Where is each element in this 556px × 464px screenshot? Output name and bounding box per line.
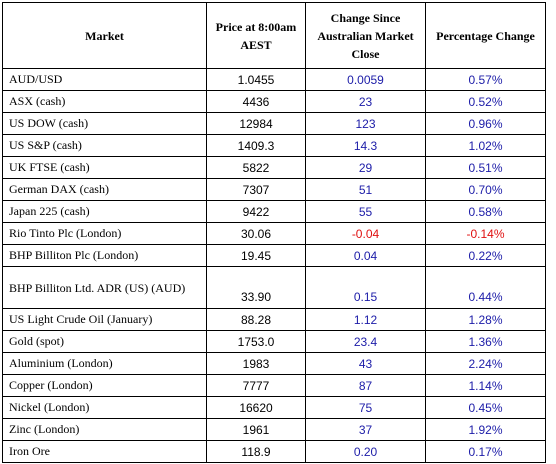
cell-value: 87 (305, 374, 426, 397)
cell-value: 0.17% (425, 440, 546, 463)
cell-value: 23.4 (305, 330, 426, 353)
cell-value: 1.28% (425, 308, 546, 331)
header-cell: Market (2, 2, 207, 69)
cell-value: 1.36% (425, 330, 546, 353)
cell-value: 5822 (206, 156, 306, 179)
table-row: Zinc (London) 1961 37 1.92% (2, 418, 546, 441)
cell-value: 88.28 (206, 308, 306, 331)
cell-value: 1983 (206, 352, 306, 375)
cell-value: 1.02% (425, 134, 546, 157)
table-row: Copper (London) 7777 87 1.14% (2, 374, 546, 397)
header-cell: Price at 8:00am AEST (206, 2, 306, 69)
cell-value: 12984 (206, 112, 306, 135)
table-row: BHP Billiton Plc (London) 19.45 0.04 0.22% (2, 244, 546, 267)
table-row: Nickel (London) 16620 75 0.45% (2, 396, 546, 419)
cell-value: 7777 (206, 374, 306, 397)
market-name: Gold (spot) (2, 330, 207, 353)
cell-value: 14.3 (305, 134, 426, 157)
market-name: US S&P (cash) (2, 134, 207, 157)
cell-value: 1.92% (425, 418, 546, 441)
cell-value: 16620 (206, 396, 306, 419)
cell-value: 0.15 (305, 266, 426, 309)
cell-value: 0.22% (425, 244, 546, 267)
market-name: Zinc (London) (2, 418, 207, 441)
market-name: US Light Crude Oil (January) (2, 308, 207, 331)
cell-value: 0.44% (425, 266, 546, 309)
market-name: Copper (London) (2, 374, 207, 397)
market-name: Aluminium (London) (2, 352, 207, 375)
market-name: ASX (cash) (2, 90, 207, 113)
table-row: ASX (cash) 4436 23 0.52% (2, 90, 546, 113)
header-cell: Percentage Change (425, 2, 546, 69)
cell-value: 43 (305, 352, 426, 375)
cell-value: 33.90 (206, 266, 306, 309)
market-name: BHP Billiton Plc (London) (2, 244, 207, 267)
cell-value: 0.57% (425, 68, 546, 91)
cell-value: 7307 (206, 178, 306, 201)
table-row: US DOW (cash) 12984 123 0.96% (2, 112, 546, 135)
cell-value: 1753.0 (206, 330, 306, 353)
cell-value: 118.9 (206, 440, 306, 463)
table-row: Rio Tinto Plc (London) 30.06 -0.04 -0.14% (2, 222, 546, 245)
cell-value: 55 (305, 200, 426, 223)
cell-value: 1961 (206, 418, 306, 441)
table-row: US Light Crude Oil (January) 88.28 1.12 1.2… (2, 308, 546, 331)
header-cell: Change Since Australian Market Close (305, 2, 426, 69)
cell-value: 0.70% (425, 178, 546, 201)
market-name: German DAX (cash) (2, 178, 207, 201)
cell-value: 0.52% (425, 90, 546, 113)
table-row: UK FTSE (cash) 5822 29 0.51% (2, 156, 546, 179)
table-row: Aluminium (London) 1983 43 2.24% (2, 352, 546, 375)
cell-value: 0.96% (425, 112, 546, 135)
cell-value: 1.12 (305, 308, 426, 331)
cell-value: 4436 (206, 90, 306, 113)
market-name: UK FTSE (cash) (2, 156, 207, 179)
cell-value: 0.0059 (305, 68, 426, 91)
cell-value: 0.04 (305, 244, 426, 267)
market-name: Japan 225 (cash) (2, 200, 207, 223)
market-name: Rio Tinto Plc (London) (2, 222, 207, 245)
table-row: AUD/USD 1.0455 0.0059 0.57% (2, 68, 546, 91)
cell-value: 19.45 (206, 244, 306, 267)
cell-value: 51 (305, 178, 426, 201)
cell-value: 0.20 (305, 440, 426, 463)
table-row: Japan 225 (cash) 9422 55 0.58% (2, 200, 546, 223)
table-row: Gold (spot) 1753.0 23.4 1.36% (2, 330, 546, 353)
cell-value: 23 (305, 90, 426, 113)
cell-value: 1.14% (425, 374, 546, 397)
table-row: German DAX (cash) 7307 51 0.70% (2, 178, 546, 201)
cell-value: 29 (305, 156, 426, 179)
market-table: Market Price at 8:00am AEST Change Since A… (2, 2, 546, 463)
cell-value: 0.45% (425, 396, 546, 419)
cell-value: 37 (305, 418, 426, 441)
cell-value: -0.04 (305, 222, 426, 245)
cell-value: 123 (305, 112, 426, 135)
table-row: BHP Billiton Ltd. ADR (US) (AUD) 33.90 0.1… (2, 266, 546, 309)
cell-value: 1.0455 (206, 68, 306, 91)
cell-value: -0.14% (425, 222, 546, 245)
cell-value: 0.58% (425, 200, 546, 223)
market-name: Iron Ore (2, 440, 207, 463)
cell-value: 1409.3 (206, 134, 306, 157)
table-row: US S&P (cash) 1409.3 14.3 1.02% (2, 134, 546, 157)
cell-value: 2.24% (425, 352, 546, 375)
cell-value: 75 (305, 396, 426, 419)
market-name: US DOW (cash) (2, 112, 207, 135)
table-body: AUD/USD 1.0455 0.0059 0.57% ASX (cash) 4436 23… (2, 68, 546, 463)
table-row: Iron Ore 118.9 0.20 0.17% (2, 440, 546, 463)
market-name: AUD/USD (2, 68, 207, 91)
cell-value: 9422 (206, 200, 306, 223)
market-name: Nickel (London) (2, 396, 207, 419)
header-row: Market Price at 8:00am AEST Change Since A… (2, 2, 546, 69)
cell-value: 30.06 (206, 222, 306, 245)
cell-value: 0.51% (425, 156, 546, 179)
market-name: BHP Billiton Ltd. ADR (US) (AUD) (2, 266, 207, 309)
